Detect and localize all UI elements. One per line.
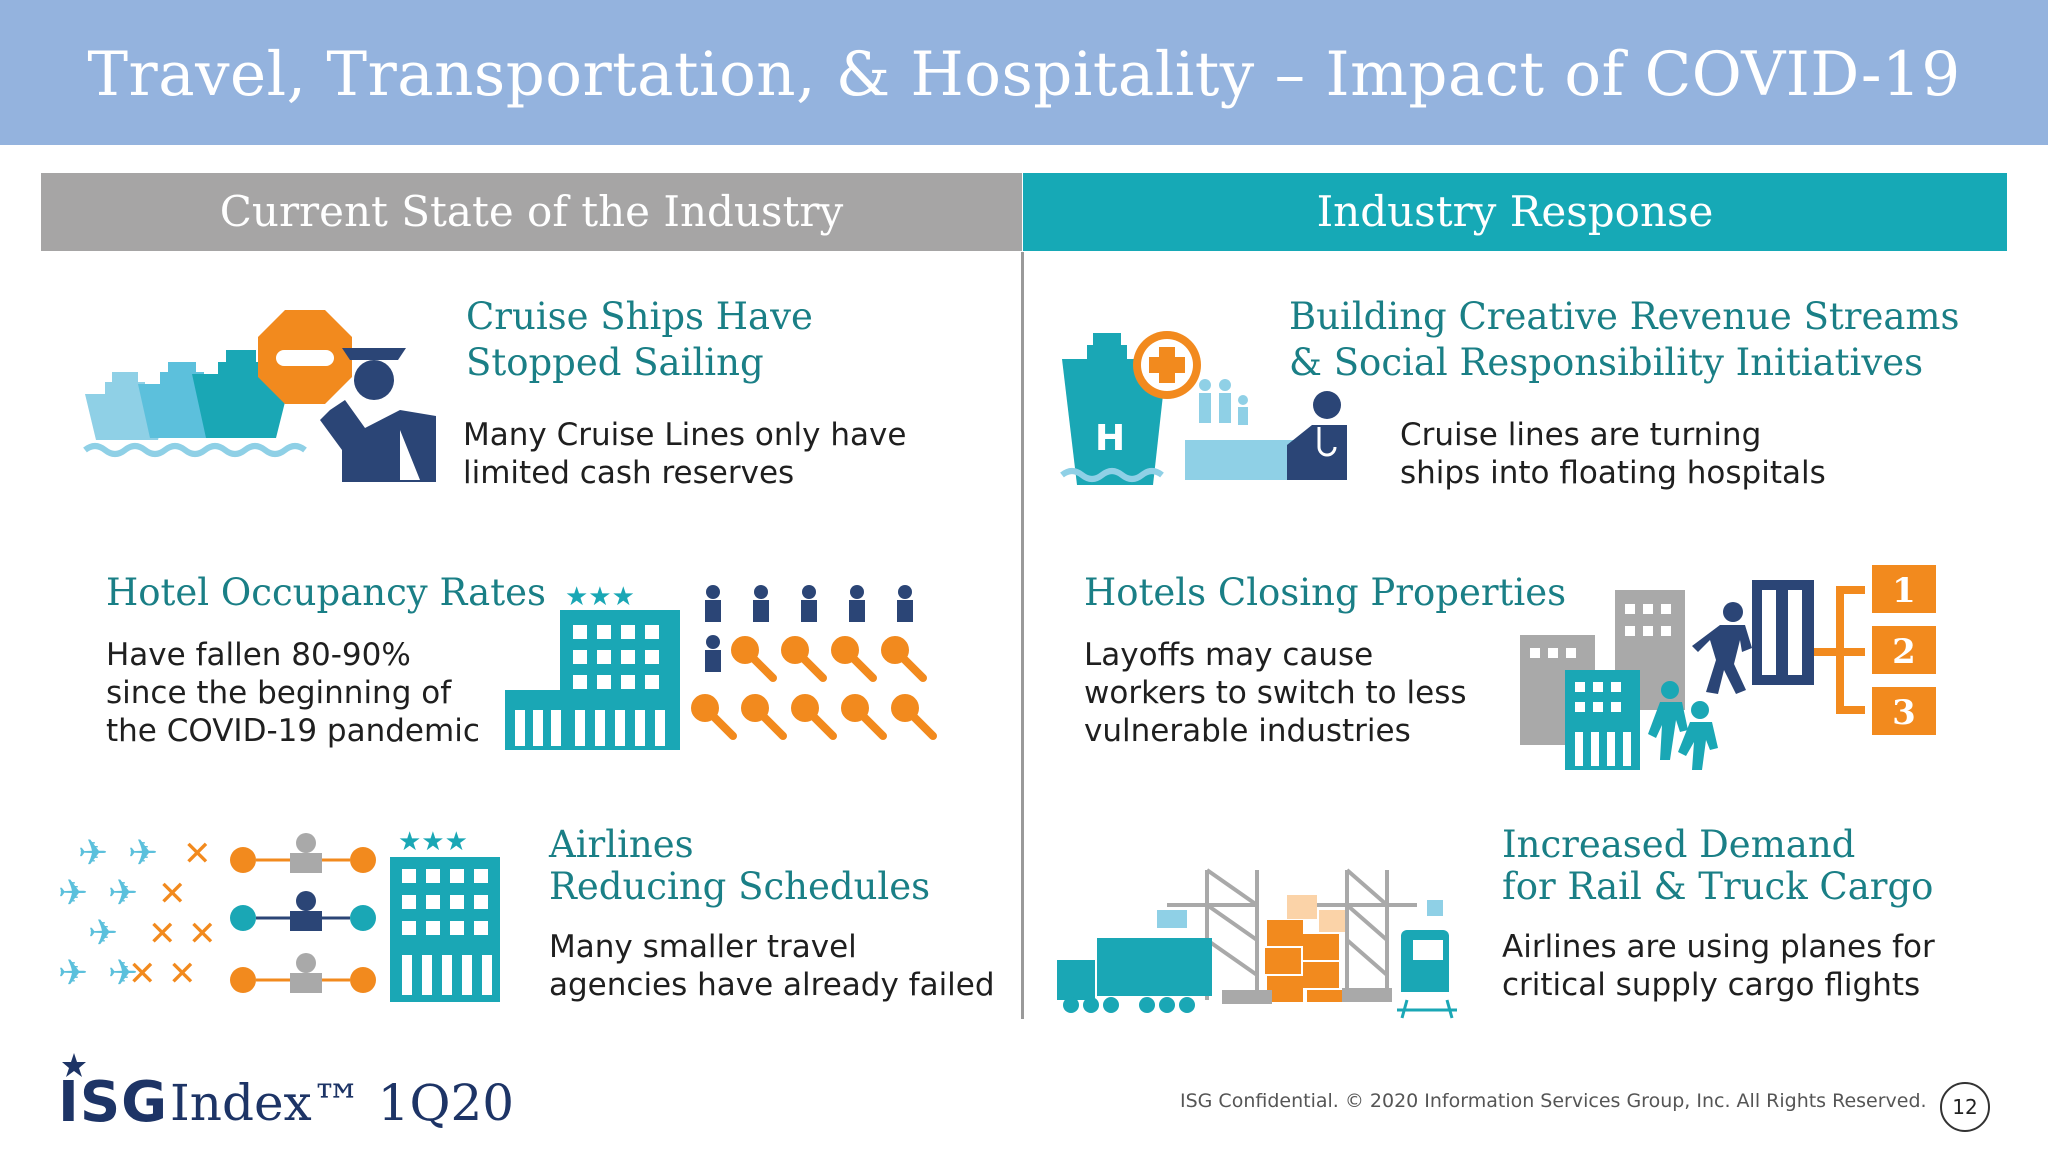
step-3-label: 3: [1892, 693, 1916, 733]
slide-title: Travel, Transportation, & Hospitality – …: [87, 39, 1961, 110]
logo-brand: ISG: [58, 1070, 169, 1135]
svg-text:H: H: [1095, 418, 1125, 459]
hotel-keys-icon: ★★★: [505, 582, 937, 750]
logo-product: Index™ 1Q20: [170, 1074, 515, 1132]
copyright-notice: ISG Confidential. © 2020 Information Ser…: [1180, 1090, 1927, 1112]
airplanes-agents-icon: ✈ ✈ ✈ ✈ ✈✈ ✈ ✕✕✕ ✕✕ ✕ ★★★: [58, 827, 500, 1002]
revenue-title-line2: & Social Responsibility Initiatives: [1289, 341, 1924, 384]
cruise-title-line1: Cruise Ships Have: [466, 295, 813, 338]
logo-star-icon: [62, 1053, 86, 1077]
svg-text:✕: ✕: [188, 914, 217, 954]
hotel-closing-icon: 1 2 3: [1520, 565, 1936, 770]
svg-text:✕: ✕: [148, 914, 177, 954]
svg-text:✕: ✕: [168, 954, 197, 994]
revenue-body-line2: ships into floating hospitals: [1400, 455, 1826, 491]
hospital-ship-icon: H: [1060, 331, 1347, 485]
step-2-label: 2: [1892, 632, 1916, 672]
airlines-title-line1: Airlines: [549, 823, 694, 866]
svg-text:✈: ✈: [108, 953, 138, 994]
svg-text:✈: ✈: [88, 913, 118, 954]
title-bar: [0, 0, 2048, 145]
cruise-body-line1: Many Cruise Lines only have: [463, 417, 907, 453]
hotel-body-line2: since the beginning of: [106, 675, 452, 711]
airlines-title-line2: Reducing Schedules: [549, 865, 931, 908]
svg-text:✈: ✈: [78, 833, 108, 874]
svg-text:✕: ✕: [183, 834, 212, 874]
svg-text:✈: ✈: [108, 873, 138, 914]
page-number: 12: [1940, 1082, 1990, 1132]
rail-truck-cargo-icon: [1057, 868, 1457, 1019]
closing-title: Hotels Closing Properties: [1084, 571, 1567, 614]
svg-text:✕: ✕: [158, 874, 187, 914]
cargo-body-line1: Airlines are using planes for: [1502, 929, 1935, 965]
revenue-body-line1: Cruise lines are turning: [1400, 417, 1762, 453]
svg-text:★★★: ★★★: [565, 582, 635, 612]
airlines-body-line2: agencies have already failed: [549, 967, 995, 1003]
svg-text:✈: ✈: [128, 833, 158, 874]
cargo-title-line1: Increased Demand: [1502, 823, 1856, 866]
airlines-body-line1: Many smaller travel: [549, 929, 857, 965]
svg-text:✕: ✕: [128, 954, 157, 994]
cruise-ships-stop-icon: [83, 310, 436, 482]
current-state-header: Current State of the Industry: [41, 173, 1022, 251]
step-1-label: 1: [1892, 571, 1916, 611]
column-divider: [1021, 252, 1024, 1019]
hotel-body-line3: the COVID-19 pandemic: [106, 713, 480, 749]
hotel-body-line1: Have fallen 80-90%: [106, 637, 411, 673]
svg-text:✈: ✈: [58, 953, 88, 994]
svg-text:★★★: ★★★: [398, 827, 468, 857]
svg-text:✈: ✈: [58, 873, 88, 914]
revenue-title-line1: Building Creative Revenue Streams: [1289, 295, 1960, 338]
cargo-body-line2: critical supply cargo flights: [1502, 967, 1921, 1003]
closing-body-line3: vulnerable industries: [1084, 713, 1411, 749]
cruise-body-line2: limited cash reserves: [463, 455, 795, 491]
closing-body-line1: Layoffs may cause: [1084, 637, 1374, 673]
hotel-title: Hotel Occupancy Rates: [106, 571, 546, 614]
industry-response-header: Industry Response: [1023, 173, 2007, 251]
closing-body-line2: workers to switch to less: [1084, 675, 1467, 711]
cargo-title-line2: for Rail & Truck Cargo: [1502, 865, 1934, 908]
cruise-title-line2: Stopped Sailing: [466, 341, 764, 384]
